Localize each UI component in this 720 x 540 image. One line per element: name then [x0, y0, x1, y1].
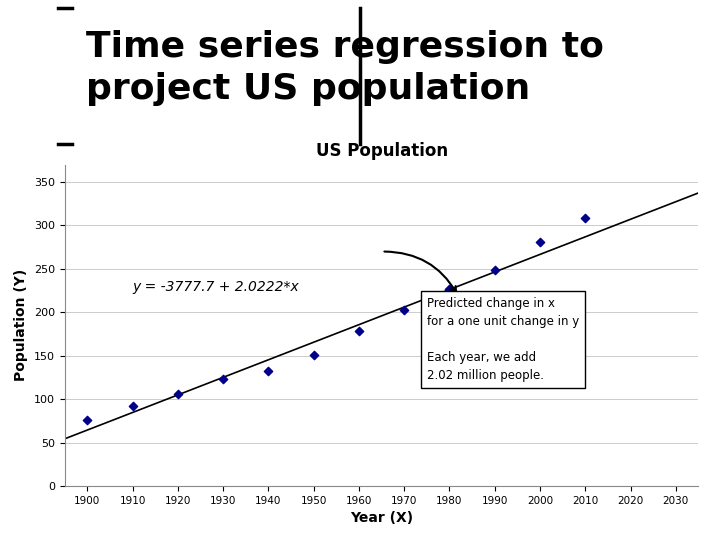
Point	[81, 416, 93, 424]
Point	[354, 326, 365, 335]
Text: Time series regression to
project US population: Time series regression to project US pop…	[86, 30, 604, 106]
Point	[444, 285, 455, 293]
X-axis label: Year (X): Year (X)	[350, 511, 413, 525]
Text: Predicted change in x
for a one unit change in y

Each year, we add
2.02 million: Predicted change in x for a one unit cha…	[427, 297, 579, 382]
Point	[580, 213, 591, 222]
Point	[217, 375, 229, 383]
Point	[263, 367, 274, 376]
Point	[398, 306, 410, 314]
Text: y = -3777.7 + 2.0222*x: y = -3777.7 + 2.0222*x	[132, 280, 300, 294]
Point	[534, 238, 546, 246]
Y-axis label: Population (Y): Population (Y)	[14, 269, 28, 381]
Point	[489, 266, 500, 274]
Title: US Population: US Population	[315, 143, 448, 160]
Point	[308, 350, 320, 359]
Point	[172, 390, 184, 399]
Point	[127, 402, 138, 410]
